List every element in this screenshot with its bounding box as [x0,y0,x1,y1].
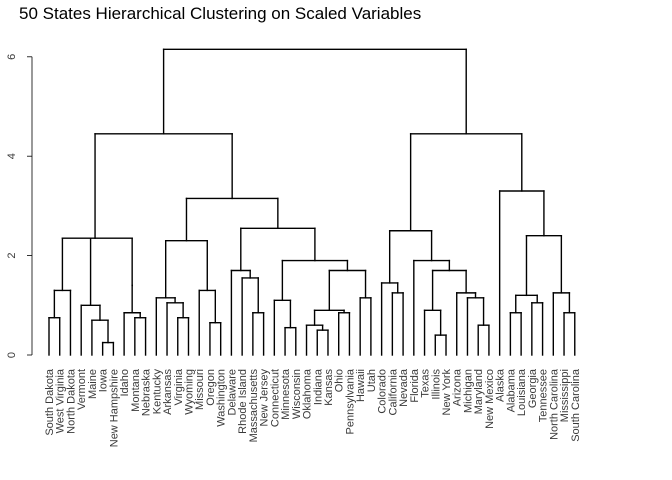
leaf-label: Illinois [430,369,442,400]
leaf-label: Michigan [462,369,474,413]
leaf-label: Wisconsin [291,369,303,419]
leaf-label: Nevada [398,368,410,407]
leaf-label: Maryland [473,369,485,414]
leaf-label: Florida [409,368,421,403]
leaf-label: Hawaii [355,369,367,402]
leaf-label: Arkansas [162,369,174,415]
leaf-label: Kentucky [151,369,163,415]
leaf-label: Oklahoma [302,368,314,419]
leaf-label: Colorado [377,369,389,414]
leaf-label: Iowa [98,368,110,392]
leaf-label: Indiana [312,368,324,405]
leaf-label: Nebraska [141,368,153,416]
leaf-label: Alaska [495,368,507,402]
leaf-label: Ohio [334,369,346,392]
leaf-label: New York [441,369,453,416]
leaf-label: Missouri [194,369,206,410]
y-tick-label: 6 [6,54,18,60]
leaf-label: West Virginia [55,368,67,433]
leaf-label: Montana [130,368,142,412]
leaf-label: Idaho [119,369,131,397]
leaf-label: South Dakota [44,368,56,436]
leaf-label: North Carolina [548,368,560,440]
leaf-label: New Hampshire [108,369,120,447]
leaf-label: New Jersey [259,369,271,427]
leaf-label: Virginia [173,368,185,405]
leaf-label: Delaware [226,369,238,415]
leaf-label: North Dakota [65,368,77,434]
leaf-label: South Carolina [570,368,582,442]
leaf-label: Georgia [527,368,539,408]
leaf-label: Minnesota [280,368,292,420]
y-tick-label: 4 [6,153,18,159]
leaf-label: Rhode Island [237,369,249,434]
y-tick-label: 0 [6,352,18,358]
leaf-label: Texas [420,369,432,398]
leaf-label: Washington [216,369,228,427]
leaf-label: Vermont [76,369,88,410]
leaf-label: Connecticut [269,369,281,427]
dendrogram-branches [48,48,576,356]
leaf-label: Wyoming [183,369,195,415]
leaf-label: California [387,368,399,415]
leaf-label: Maine [87,369,99,399]
y-axis: 0 2 4 6 [6,54,33,358]
leaf-label: Massachusetts [248,369,260,443]
leaf-label: Kansas [323,369,335,406]
leaf-label: Louisiana [516,368,528,416]
leaf-label: Pennsylvania [344,368,356,434]
leaf-label: Tennessee [538,369,550,422]
leaf-label: Arizona [452,368,464,406]
leaf-label: Alabama [505,368,517,412]
leaf-label: Mississippi [559,369,571,422]
y-tick-label: 2 [6,253,18,259]
leaf-label: Utah [366,369,378,392]
leaf-label: New Mexico [484,369,496,429]
leaf-label: Oregon [205,369,217,406]
chart-title: 50 States Hierarchical Clustering on Sca… [19,4,422,23]
